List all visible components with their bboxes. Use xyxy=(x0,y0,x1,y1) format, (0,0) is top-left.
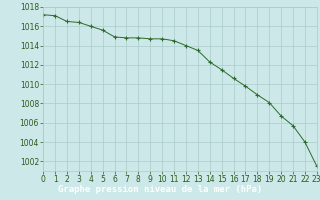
Text: Graphe pression niveau de la mer (hPa): Graphe pression niveau de la mer (hPa) xyxy=(58,185,262,194)
